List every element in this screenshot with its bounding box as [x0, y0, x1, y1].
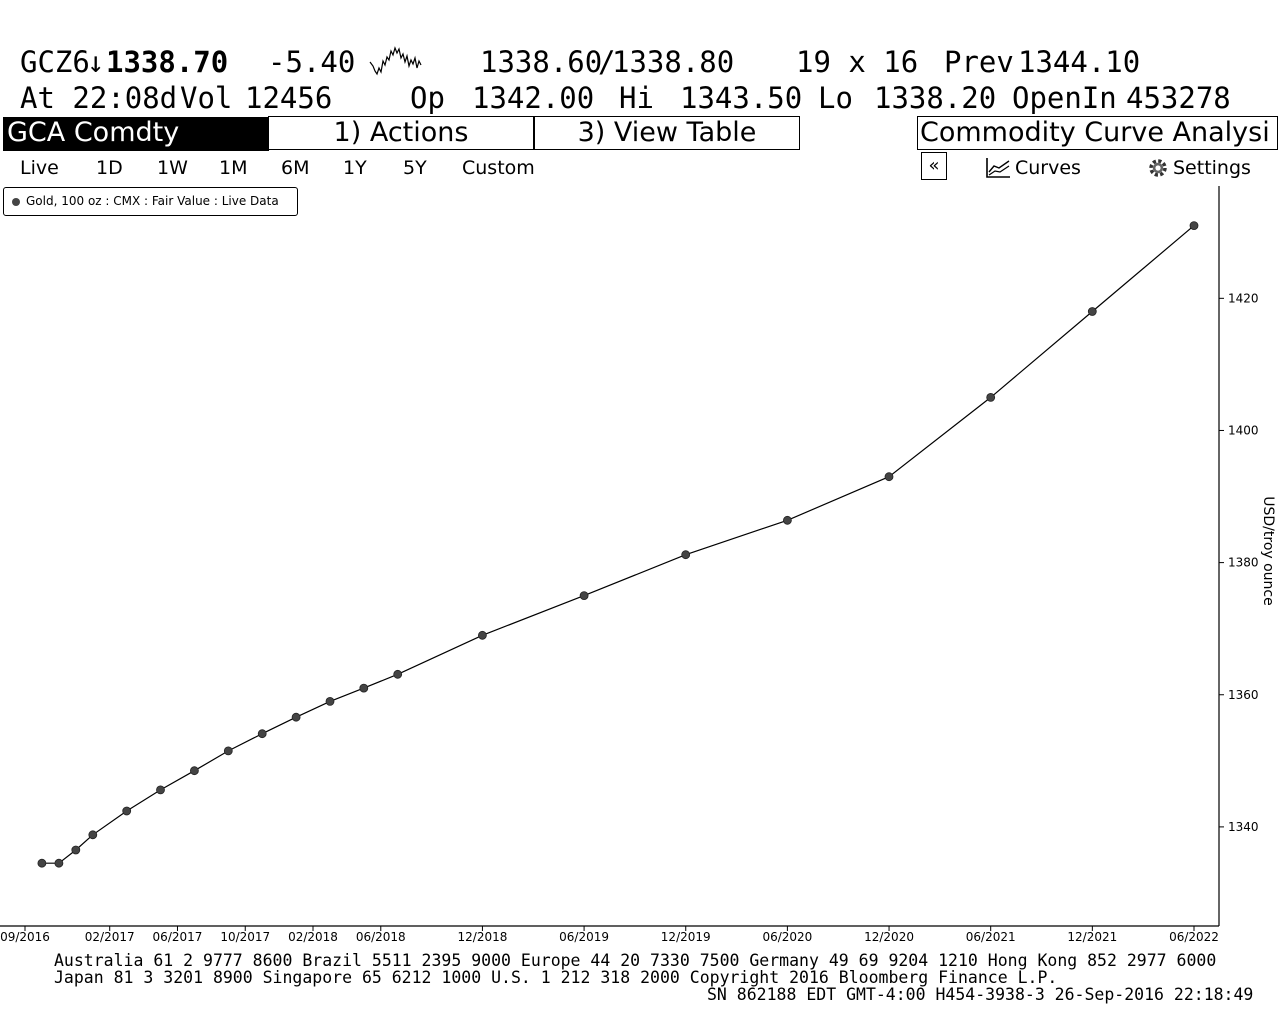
- x-tick-label: 06/2017: [153, 930, 203, 944]
- function-title: Commodity Curve Analysi: [917, 116, 1278, 150]
- chart-legend[interactable]: Gold, 100 oz : CMX : Fair Value : Live D…: [3, 187, 298, 216]
- data-point[interactable]: [986, 392, 996, 402]
- volume-label: Vol: [180, 81, 233, 115]
- data-point[interactable]: [122, 806, 132, 816]
- high-label: Hi: [619, 81, 654, 115]
- settings-button[interactable]: Settings: [1147, 156, 1251, 180]
- series-line: [41, 225, 1195, 864]
- x-tick-label: 10/2017: [220, 930, 270, 944]
- curve-chart[interactable]: 09/2016 02/2017 06/2017 10/2017 02/2018 06/20…: [0, 180, 1280, 950]
- y-tick-label: 1420: [1228, 291, 1259, 305]
- curves-label: Curves: [1015, 157, 1081, 179]
- data-point[interactable]: [88, 830, 98, 840]
- data-point[interactable]: [37, 858, 47, 868]
- x-tick-label: 12/2018: [458, 930, 508, 944]
- settings-label: Settings: [1173, 157, 1251, 179]
- open-value: 1342.00: [472, 81, 595, 115]
- x-tick-label: 09/2016: [0, 930, 50, 944]
- data-point[interactable]: [477, 630, 487, 640]
- ticker-symbol: GCZ6: [20, 45, 90, 79]
- data-point[interactable]: [291, 712, 301, 722]
- legend-label: Gold, 100 oz : CMX : Fair Value : Live D…: [26, 194, 279, 208]
- quote-time: At 22:08d: [20, 81, 178, 115]
- y-tick-label: 1340: [1228, 820, 1259, 834]
- period-6m[interactable]: 6M: [281, 157, 310, 179]
- data-point[interactable]: [1087, 307, 1097, 316]
- actions-button[interactable]: 1) Actions: [268, 116, 534, 150]
- open-label: Op: [410, 81, 445, 115]
- y-tick-label: 1360: [1228, 688, 1259, 702]
- x-tick-label: 06/2019: [559, 930, 609, 944]
- period-1w[interactable]: 1W: [157, 157, 188, 179]
- x-tick-label: 12/2021: [1067, 930, 1117, 944]
- net-change: -5.40: [268, 45, 356, 79]
- low-value: 1338.20: [874, 81, 997, 115]
- data-point[interactable]: [393, 669, 403, 679]
- high-value: 1343.50: [680, 81, 803, 115]
- x-tick-label: 06/2022: [1169, 930, 1219, 944]
- x-tick-label: 06/2020: [762, 930, 812, 944]
- low-label: Lo: [818, 81, 853, 115]
- footer-contacts-line-1: Australia 61 2 9777 8600 Brazil 5511 239…: [54, 951, 1217, 970]
- x-tick-label: 12/2020: [864, 930, 914, 944]
- bid-ask-size: 19 x 16: [796, 45, 919, 79]
- x-tick-label: 06/2021: [966, 930, 1016, 944]
- curves-button[interactable]: Curves: [985, 156, 1081, 180]
- curves-chart-icon: [986, 158, 1010, 178]
- data-point[interactable]: [156, 785, 165, 795]
- footer-session-info: SN 862188 EDT GMT-4:00 H454-3938-3 26-Se…: [707, 985, 1254, 1004]
- data-point[interactable]: [884, 472, 894, 482]
- security-field[interactable]: GCA Comdty: [3, 117, 269, 151]
- y-tick-label: 1380: [1228, 556, 1259, 570]
- last-price: 1338.70: [106, 45, 229, 79]
- down-arrow-icon: ↓: [87, 45, 105, 79]
- x-tick-label: 06/2018: [356, 930, 406, 944]
- data-point[interactable]: [359, 683, 369, 693]
- volume-value: 12456: [245, 81, 333, 115]
- legend-marker: [12, 197, 20, 206]
- y-axis-label: USD/troy ounce: [1260, 496, 1276, 606]
- data-point[interactable]: [1189, 221, 1199, 231]
- period-1y[interactable]: 1Y: [343, 157, 367, 179]
- open-interest-label: OpenIn: [1012, 81, 1117, 115]
- data-point[interactable]: [783, 515, 792, 525]
- data-point[interactable]: [71, 845, 81, 855]
- prev-close: 1344.10: [1018, 45, 1141, 79]
- footer-contacts-line-2: Japan 81 3 3201 8900 Singapore 65 6212 1…: [54, 968, 1058, 987]
- gear-icon: [1149, 159, 1167, 177]
- period-live[interactable]: Live: [20, 157, 59, 179]
- x-tick-label: 02/2017: [85, 930, 135, 944]
- data-point[interactable]: [681, 550, 691, 560]
- view-table-button[interactable]: 3) View Table: [534, 116, 800, 150]
- data-point[interactable]: [257, 729, 267, 739]
- data-point[interactable]: [325, 697, 335, 706]
- bid-price: 1338.60: [480, 45, 603, 79]
- period-1d[interactable]: 1D: [96, 157, 123, 179]
- intraday-sparkline-icon: [369, 46, 422, 76]
- bid-ask-separator: /: [598, 45, 616, 79]
- data-point[interactable]: [189, 766, 199, 776]
- prev-label: Prev: [944, 45, 1014, 79]
- period-5y[interactable]: 5Y: [403, 157, 427, 179]
- period-custom[interactable]: Custom: [462, 157, 535, 179]
- y-tick-label: 1400: [1228, 423, 1259, 437]
- collapse-panel-button[interactable]: «: [921, 152, 947, 180]
- period-1m[interactable]: 1M: [219, 157, 248, 179]
- data-point[interactable]: [223, 746, 233, 756]
- ask-price: 1338.80: [612, 45, 735, 79]
- data-point[interactable]: [54, 858, 64, 868]
- open-interest-value: 453278: [1126, 81, 1231, 115]
- x-tick-label: 02/2018: [288, 930, 338, 944]
- data-point[interactable]: [579, 591, 589, 600]
- x-tick-label: 12/2019: [661, 930, 711, 944]
